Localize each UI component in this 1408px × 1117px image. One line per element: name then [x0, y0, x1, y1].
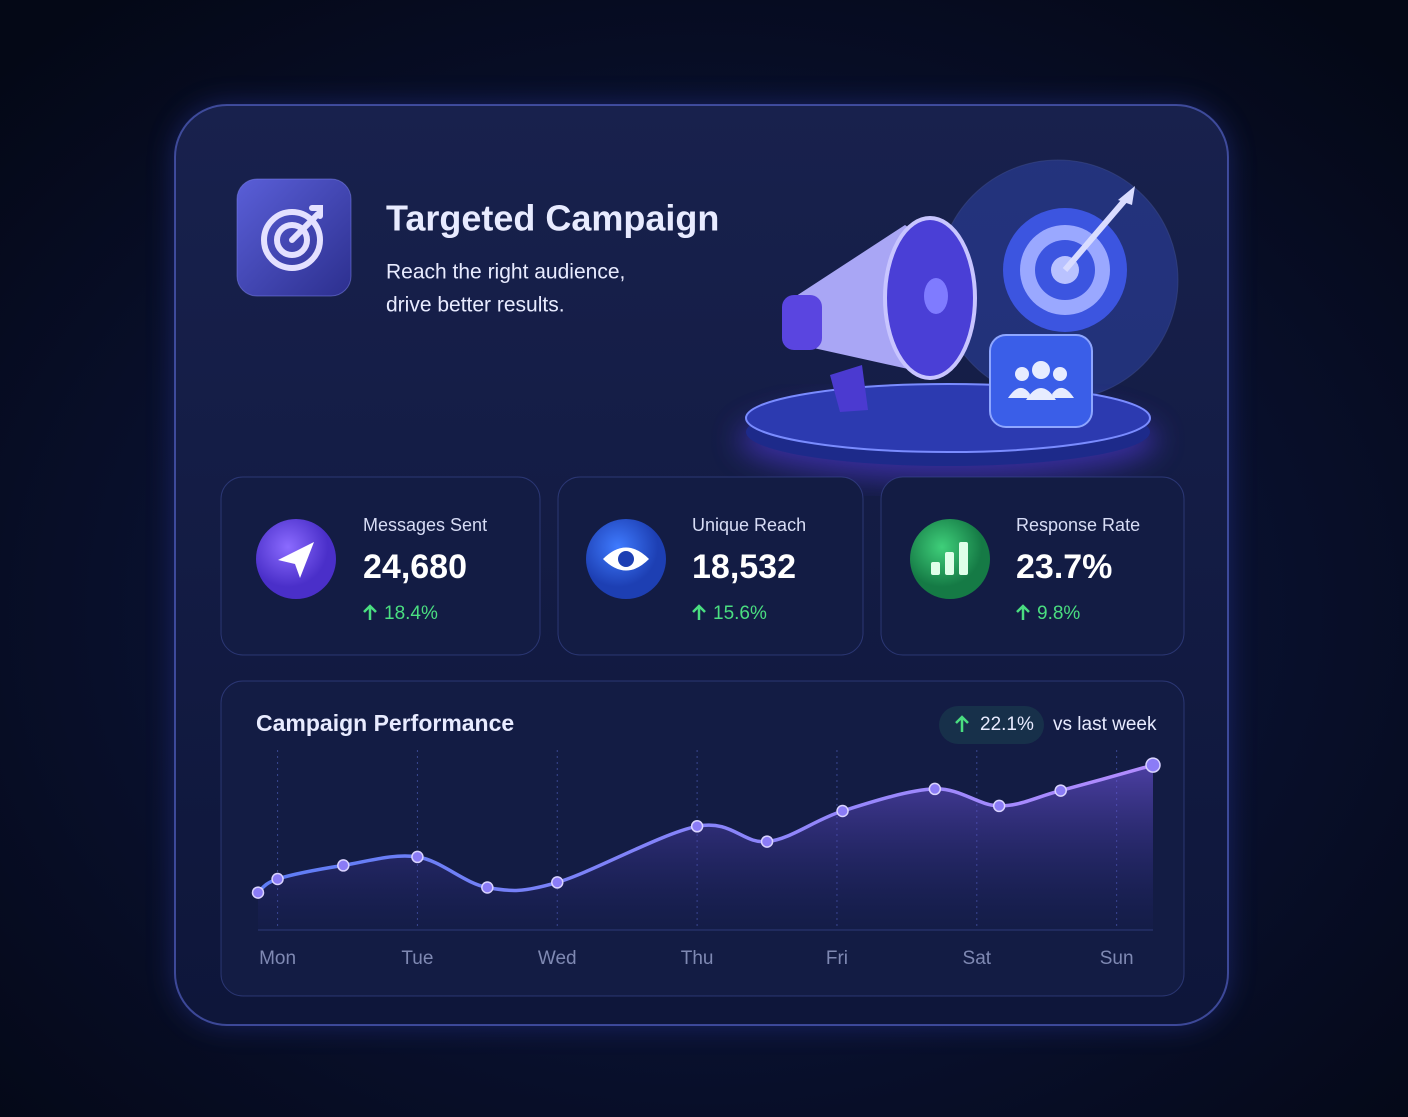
point [1054, 784, 1067, 797]
point [411, 850, 424, 864]
stat-value: 24,680 [363, 548, 467, 586]
stat-change: 9.8% [1037, 603, 1080, 624]
up-arrow [692, 604, 706, 620]
eye-pupil [618, 551, 634, 567]
point [251, 886, 265, 899]
subtitle: drive better results. [386, 294, 565, 317]
badge [939, 706, 1044, 744]
bars-icon [931, 542, 968, 575]
send-icon [278, 542, 314, 578]
x-tick-label: Sat [963, 948, 992, 969]
up-arrow [955, 715, 969, 732]
title: Targeted Campaign [386, 198, 719, 239]
stat-value: 18,532 [692, 548, 796, 586]
subtitle: Reach the right audience, [386, 261, 625, 284]
point [551, 876, 564, 889]
x-tick-label: Thu [681, 948, 714, 969]
up-arrow [363, 604, 377, 620]
point [992, 799, 1006, 813]
illustration [738, 159, 1179, 480]
point [760, 835, 774, 848]
point [690, 820, 704, 833]
x-tick-label: Fri [826, 948, 848, 969]
point [481, 881, 494, 894]
x-tick-label: Sun [1100, 948, 1134, 969]
stat-label: Unique Reach [692, 515, 806, 535]
point [928, 782, 942, 796]
badge-note: vs last week [1053, 714, 1157, 735]
up-arrow [1016, 604, 1030, 620]
stat-change: 15.6% [713, 603, 767, 624]
point [271, 872, 284, 886]
x-tick-label: Mon [259, 948, 296, 969]
target-icon [261, 205, 323, 271]
stat-label: Response Rate [1016, 515, 1140, 535]
point [836, 804, 849, 818]
stat-change: 18.4% [384, 603, 438, 624]
point [337, 859, 350, 872]
stat-label: Messages Sent [363, 515, 487, 535]
chart-title: Campaign Performance [256, 710, 514, 736]
x-tick-label: Tue [401, 948, 433, 969]
point [1145, 757, 1161, 773]
x-tick-label: Wed [538, 948, 577, 969]
badge-value: 22.1% [980, 714, 1034, 735]
stat-value: 23.7% [1016, 548, 1112, 586]
